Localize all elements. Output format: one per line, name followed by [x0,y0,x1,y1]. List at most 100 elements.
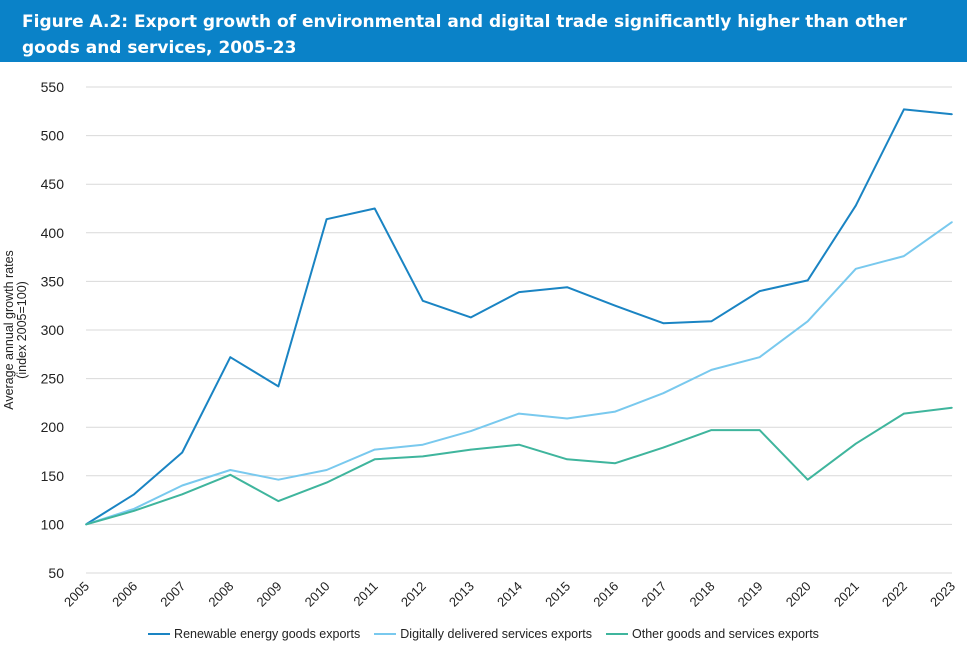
x-tick-label: 2017 [638,579,669,610]
x-tick-label: 2010 [302,579,333,610]
y-tick-label: 550 [41,79,65,95]
legend-swatch [148,633,171,635]
legend: Renewable energy goods exports Digitally … [0,624,967,644]
data-point [229,356,232,359]
data-point [806,478,809,481]
data-point [951,221,953,223]
data-point [758,429,761,431]
legend-item: Other goods and services exports [606,627,819,641]
legend-swatch [374,633,397,635]
x-tick-label: 2014 [494,579,525,610]
data-point [614,410,617,413]
x-tick-label: 2020 [783,579,814,610]
y-tick-label: 100 [41,516,65,532]
y-tick-label: 350 [41,273,65,289]
data-point [277,478,280,481]
x-tick-label: 2015 [542,579,573,610]
data-point [951,113,953,116]
data-point [854,267,857,270]
data-point [518,291,520,293]
data-point [325,218,328,220]
x-tick-label: 2009 [254,579,285,610]
x-tick-label: 2018 [687,579,718,610]
data-point [470,316,472,319]
data-point [181,451,184,454]
data-point [854,204,857,207]
data-point [133,508,135,510]
data-point [806,320,809,323]
x-tick-label: 2006 [109,579,140,610]
data-point [903,108,905,111]
y-tick-label: 500 [41,128,65,144]
data-point [710,369,713,371]
x-tick-label: 2023 [927,579,958,610]
data-point [518,412,520,415]
data-point [181,493,184,496]
x-tick-label: 2007 [157,579,188,610]
data-point [903,255,905,257]
y-tick-label: 250 [41,371,65,387]
data-point [662,446,665,449]
legend-label: Other goods and services exports [632,627,819,641]
data-point [614,462,617,464]
x-axis-ticks: 2005 2006 2007 2008 2009 2010 2011 2012 2013 2014… [61,579,958,610]
legend-label: Renewable energy goods exports [174,627,361,641]
data-point [806,279,809,282]
data-point [566,417,568,420]
data-point [758,356,761,359]
data-point [85,523,87,526]
x-tick-label: 2021 [831,579,862,610]
data-point [181,484,184,487]
data-point [325,481,328,484]
x-tick-label: 2008 [205,579,236,610]
data-point [373,207,376,210]
data-point [903,412,905,415]
data-point [518,443,520,446]
y-tick-label: 300 [41,322,65,338]
series-line [85,406,953,526]
legend-item: Digitally delivered services exports [374,627,592,641]
legend-item: Renewable energy goods exports [148,627,360,641]
data-point [566,286,568,289]
data-point [229,474,232,476]
x-tick-label: 2012 [398,579,429,610]
y-tick-label: 400 [41,225,65,241]
y-tick-label: 450 [41,176,65,192]
data-point [373,458,376,461]
data-point [854,442,857,445]
gridlines [86,86,952,574]
data-point [470,448,472,451]
data-point [662,322,665,324]
x-tick-label: 2019 [735,579,766,610]
series-line [85,221,953,526]
y-tick-label: 200 [41,419,65,435]
data-point [133,509,135,512]
y-axis-title: (index 2005=100) [15,281,29,379]
y-tick-label: 150 [41,468,65,484]
figure-title: Figure A.2: Export growth of environment… [0,0,967,62]
data-point [470,430,472,432]
x-tick-label: 2016 [590,579,621,610]
data-point [325,469,328,471]
y-axis-title: Average annual growth rates [2,250,16,410]
x-tick-label: 2013 [446,579,477,610]
data-point [614,304,617,307]
y-axis-label: Average annual growth rates (index 2005=1… [2,250,29,410]
data-point [951,406,953,409]
series-line [85,108,953,526]
legend-label: Digitally delivered services exports [400,627,593,641]
data-point [566,458,568,461]
data-point [758,290,761,292]
series-lines [85,108,953,526]
data-point [710,320,713,323]
y-axis-ticks: 50 100 150 200 250 300 350 400 450 500 550 [41,79,65,581]
data-point [421,455,424,458]
data-point [421,443,424,446]
data-point [373,448,376,451]
data-point [662,392,665,394]
x-tick-label: 2011 [350,579,380,609]
data-point [133,493,135,496]
data-point [277,385,280,388]
data-point [710,429,713,431]
